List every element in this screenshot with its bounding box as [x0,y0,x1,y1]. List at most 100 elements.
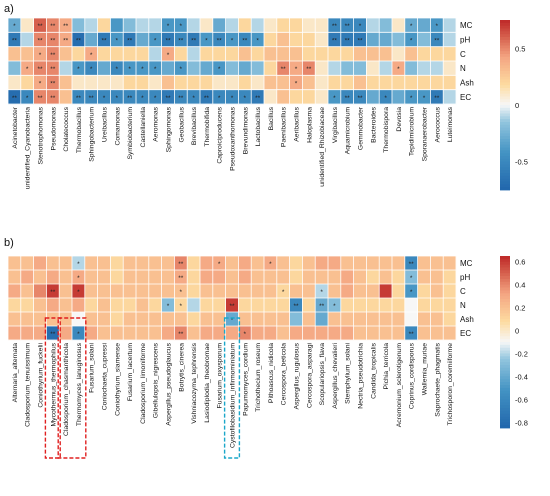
heatmap-cell [72,270,85,285]
column-label: Pithoascus_nidicola [268,343,275,403]
significance-mark: * [180,289,183,296]
column-label: Mycothermus_thermophilus [50,342,57,426]
significance-mark: * [205,38,208,45]
significance-mark: ** [127,38,133,45]
heatmap-cell [366,298,380,313]
significance-mark: ** [319,303,325,310]
row-label: pH [460,36,470,45]
column-label: Aeribacillus [294,106,301,141]
column-label: Gemmobacter [358,106,365,150]
heatmap-cell [148,75,162,90]
colorbar-segment [500,65,510,69]
heatmap-cell [110,46,124,62]
heatmap-cell [212,89,226,105]
heatmap-cell [97,284,111,299]
heatmap-cell [417,32,431,47]
column-label: Tepidimicrobium [409,107,416,156]
significance-mark: ** [178,331,184,338]
heatmap-cell [212,46,226,62]
heatmap-cell [136,270,149,285]
significance-mark: ** [242,38,248,45]
heatmap-cell [340,32,354,47]
heatmap-cell [187,284,201,299]
heatmap-cell [328,75,341,90]
heatmap-cell [123,89,137,105]
heatmap-cell [200,284,213,299]
heatmap-cell [136,326,149,341]
heatmap-cell [315,46,329,62]
significance-mark: ** [12,38,18,45]
colorbar-segment [500,73,510,78]
colorbar-segment [500,105,510,109]
colorbar-segment [500,339,510,343]
colorbar-segment [500,90,510,95]
heatmap-cell [20,46,34,62]
colorbar-segment [500,59,510,63]
colorbar-segment [500,170,510,174]
heatmap-cell [392,256,405,271]
heatmap-cell [59,312,73,327]
heatmap-cell [430,326,444,341]
heatmap-cell [443,75,457,90]
heatmap-cell [20,312,34,327]
panel-b: b)* ** * * *** ** *** * * * * ** * ** ** ** **** * ** * **MC… [4,237,528,459]
heatmap-cell [200,75,213,90]
colorbar-segment [500,261,510,265]
colorbar-segment [500,122,510,126]
colorbar-segment [500,156,510,160]
significance-mark: * [90,52,93,59]
column-label: Coprinus_cordisporus [409,342,416,409]
column-label: Alternaria_alternata [12,343,19,403]
heatmap-cell [187,32,201,47]
colorbar-segment [500,416,510,420]
heatmap-cell [212,75,226,90]
heatmap-cell [251,46,265,62]
heatmap-cell [59,256,73,271]
heatmap-cell [20,75,34,90]
heatmap-cell [379,75,393,90]
heatmap-cell [84,32,98,47]
heatmap-cell [353,32,367,47]
heatmap-cell [443,61,457,76]
heatmap-cell [276,284,290,299]
significance-mark: ** [332,23,338,30]
heatmap-cell [315,18,329,33]
colorbar-tick-label: -0.2 [515,349,528,358]
heatmap-cell [136,89,149,105]
significance-mark: ** [50,331,56,338]
colorbar-segment [500,422,510,426]
column-label: Cercospora_asparagi [306,343,313,408]
column-label: Stemphylium_solani [345,343,352,404]
heatmap-cell [443,312,457,327]
colorbar-segment [500,425,510,429]
colorbar-segment [500,141,510,146]
heatmap-cell [366,326,380,341]
heatmap-cell [238,61,252,76]
column-label: Cholatecoccus [63,106,70,151]
heatmap-cell [148,89,162,105]
column-label: Castellaniella [140,107,147,148]
heatmap-cell [174,298,188,313]
heatmap-cell [161,256,175,271]
heatmap-cell [200,326,213,341]
colorbar-segment [500,102,510,106]
heatmap-cell [353,75,367,90]
significance-mark: * [231,95,234,102]
significance-mark: * [77,261,80,268]
heatmap-cell [97,326,111,341]
colorbar-segment [500,82,510,86]
column-label: Brevibacillus [191,106,198,145]
heatmap-cell [225,256,239,271]
colorbar-segment [500,321,510,326]
heatmap-cell [136,284,149,299]
heatmap-cell [328,32,341,47]
significance-mark: * [103,95,106,102]
heatmap-cell [84,61,98,76]
colorbar-segment [500,39,510,44]
significance-mark: ** [345,95,351,102]
significance-mark: ** [306,66,312,73]
heatmap-cell [110,312,124,327]
heatmap-cell [379,326,393,341]
heatmap-cell [225,75,239,90]
significance-mark: ** [357,95,363,102]
